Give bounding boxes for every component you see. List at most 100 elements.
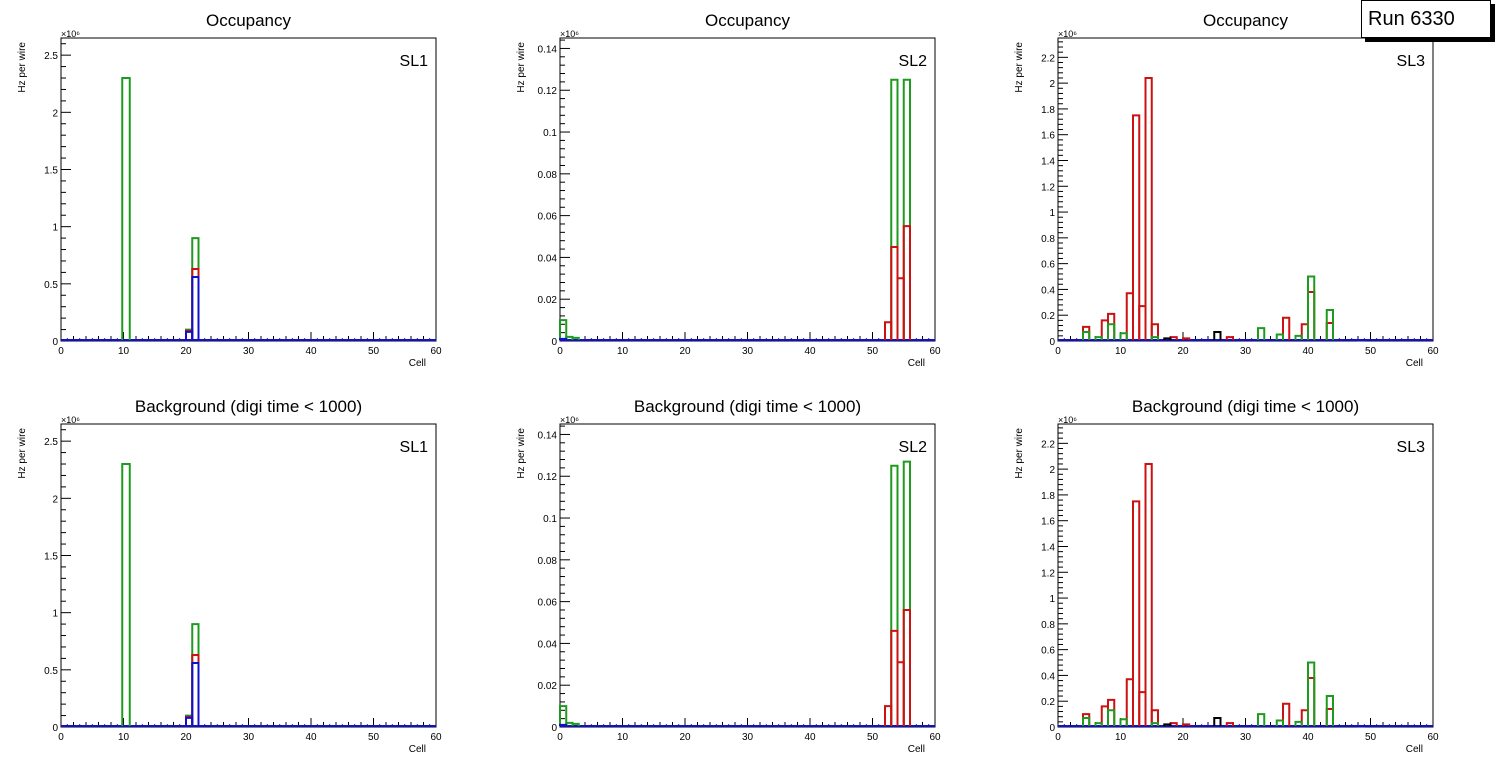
y-tick-label: 2 (1049, 79, 1055, 90)
chart-panel-2: Occupancy 0 10 20 30 40 50 60 0 0.02 0.04 0.06 0.08 0… (516, 11, 941, 369)
green-bin (1294, 334, 1303, 340)
y-axis-title: Hz per wire (516, 42, 527, 93)
black-bin (1163, 337, 1172, 340)
y-tick-label: 0.2 (1041, 311, 1055, 322)
x-tick-label: 50 (867, 732, 879, 743)
y-tick-label: 0.5 (44, 666, 58, 677)
y-tick-label: 1.2 (1041, 182, 1055, 193)
run-number-box: Run 6330 (1361, 0, 1491, 38)
y-exponent-label: ×10⁶ (560, 415, 579, 425)
y-tick-label: 0.8 (1041, 620, 1055, 631)
x-tick-label: 40 (1302, 346, 1314, 357)
y-tick-label: 1.4 (1041, 156, 1055, 167)
green-bin (1275, 719, 1284, 726)
x-tick-label: 40 (804, 346, 816, 357)
y-tick-label: 0 (1049, 337, 1055, 348)
x-tick-label: 50 (1365, 732, 1377, 743)
x-tick-label: 60 (430, 732, 442, 743)
green-bin (1257, 327, 1266, 340)
y-axis-title: Hz per wire (17, 42, 28, 93)
y-axis-title: Hz per wire (516, 428, 527, 479)
superlayer-label: SL3 (1397, 53, 1426, 70)
y-tick-label: 0.8 (1041, 234, 1055, 245)
x-tick-label: 20 (180, 732, 192, 743)
x-axis-title: Cell (409, 358, 426, 369)
x-tick-label: 50 (368, 346, 380, 357)
green-bin (902, 460, 911, 726)
x-axis-title: Cell (1406, 358, 1423, 369)
red-bin (1132, 500, 1141, 726)
x-tick-label: 20 (1177, 732, 1189, 743)
y-tick-label: 0.5 (44, 280, 58, 291)
y-tick-label: 0 (52, 337, 58, 348)
green-bin (1150, 722, 1159, 726)
chart-panel-4: Background (digi time < 1000)0 10 20 30 40 50… (17, 397, 442, 755)
x-tick-label: 0 (58, 346, 64, 357)
y-tick-label: 1 (1049, 594, 1055, 605)
red-bin (1182, 723, 1191, 726)
green-bin (1294, 720, 1303, 726)
green-bin (1094, 336, 1103, 340)
y-tick-label: 0.4 (1041, 285, 1055, 296)
blue-bin (191, 275, 200, 340)
x-tick-label: 30 (243, 346, 255, 357)
x-tick-label: 30 (742, 732, 754, 743)
y-axis-title: Hz per wire (17, 428, 28, 479)
x-tick-label: 20 (679, 346, 691, 357)
green-bin (559, 319, 568, 340)
y-tick-label: 1 (52, 223, 58, 234)
y-tick-label: 0.08 (538, 170, 558, 181)
x-tick-label: 60 (929, 732, 941, 743)
x-tick-label: 10 (617, 346, 629, 357)
red-bin (1182, 337, 1191, 340)
x-tick-label: 0 (58, 732, 64, 743)
green-bin (1257, 713, 1266, 726)
y-tick-label: 2.5 (44, 437, 58, 448)
x-tick-label: 10 (1115, 732, 1127, 743)
y-tick-label: 2 (52, 494, 58, 505)
x-tick-label: 60 (430, 346, 442, 357)
blue-bin (559, 337, 568, 340)
y-tick-label: 1 (1049, 208, 1055, 219)
x-tick-label: 20 (180, 346, 192, 357)
x-tick-label: 0 (557, 732, 563, 743)
plot-frame (60, 423, 437, 728)
red-bin (1132, 114, 1141, 340)
y-tick-label: 1 (52, 609, 58, 620)
red-bin (1282, 316, 1291, 340)
y-tick-label: 0.1 (543, 514, 557, 525)
plot-frame (559, 37, 936, 342)
blue-bin (559, 723, 568, 726)
y-axis-title: Hz per wire (1014, 428, 1025, 479)
x-tick-label: 30 (1240, 346, 1252, 357)
green-bin (559, 705, 568, 726)
y-tick-label: 0.04 (538, 639, 558, 650)
green-bin (1094, 722, 1103, 726)
y-tick-label: 1.5 (44, 165, 58, 176)
black-bin (1163, 723, 1172, 726)
y-tick-label: 0.14 (538, 44, 558, 55)
y-tick-label: 0.06 (538, 212, 558, 223)
y-tick-label: 0.04 (538, 253, 558, 264)
y-exponent-label: ×10⁶ (560, 29, 579, 39)
green-bin (1325, 695, 1334, 726)
y-tick-label: 2.2 (1041, 53, 1055, 64)
y-tick-label: 0.02 (538, 295, 558, 306)
x-tick-label: 10 (1115, 346, 1127, 357)
y-tick-label: 0.06 (538, 598, 558, 609)
plot-frame (60, 37, 437, 342)
green-bin (890, 464, 899, 726)
red-bin (902, 225, 911, 340)
y-tick-label: 1.2 (1041, 568, 1055, 579)
chart-panel-6: Background (digi time < 1000)0 10 20 30 40 50… (1014, 397, 1439, 755)
chart-title: Occupancy (206, 11, 292, 30)
y-tick-label: 0.02 (538, 681, 558, 692)
black-bin (1213, 330, 1222, 340)
y-exponent-label: ×10⁶ (61, 29, 80, 39)
x-tick-label: 40 (305, 732, 317, 743)
plot-frame (559, 423, 936, 728)
y-tick-label: 0 (52, 723, 58, 734)
green-bin (1307, 275, 1316, 340)
y-tick-label: 1.6 (1041, 517, 1055, 528)
